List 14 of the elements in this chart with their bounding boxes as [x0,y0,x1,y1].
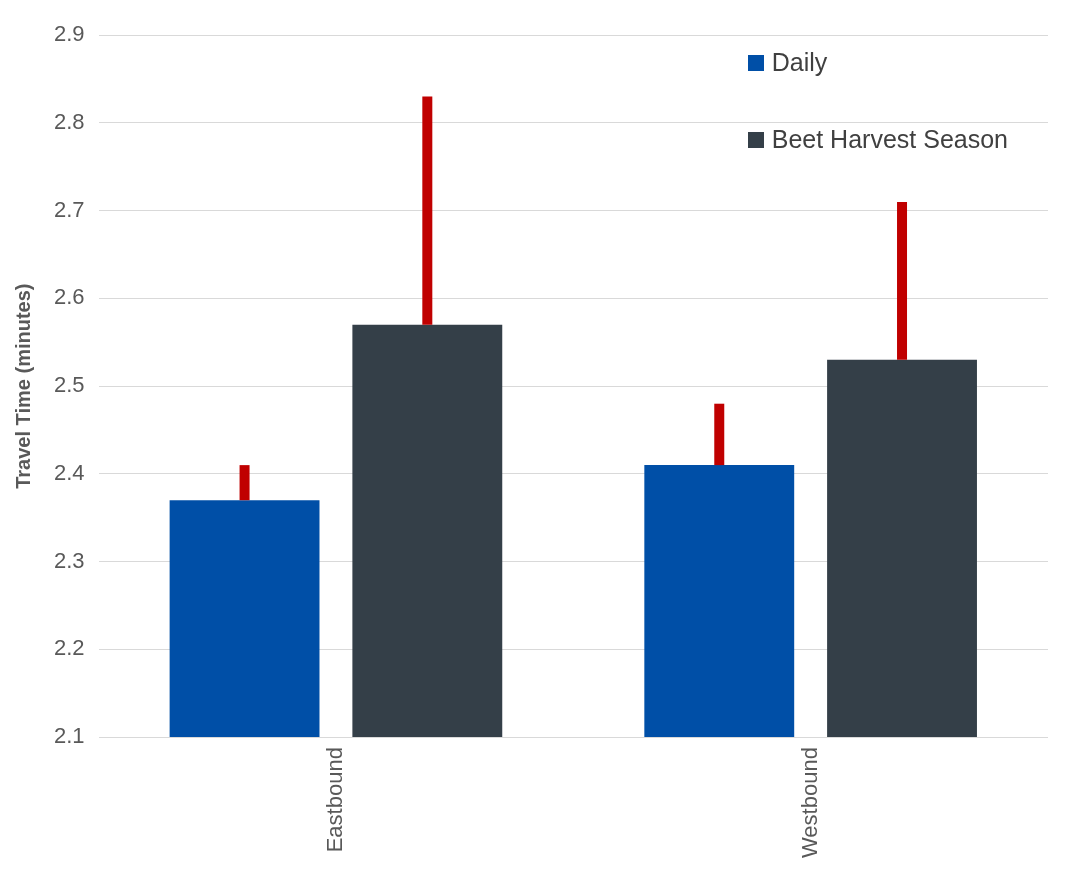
y-tick-label: 2.4 [53,459,85,485]
y-tick-label: 2.3 [53,547,85,573]
y-tick-label: 2.2 [53,635,85,661]
y-tick-label: 2.7 [53,196,85,222]
x-tick-label: Westbound [796,747,822,859]
y-tick-label: 2.6 [53,284,85,310]
y-tick-label: 2.1 [53,723,85,749]
legend-label: Daily [771,48,828,77]
y-axis-title: Travel Time (minutes) [11,283,34,489]
y-tick-label: 2.5 [53,372,85,398]
y-tick-label: 2.8 [53,109,85,134]
x-tick-label: Eastbound [322,747,347,853]
y-tick-label: 2.9 [53,21,85,47]
legend-label: Beet Harvest Season [771,125,1008,154]
